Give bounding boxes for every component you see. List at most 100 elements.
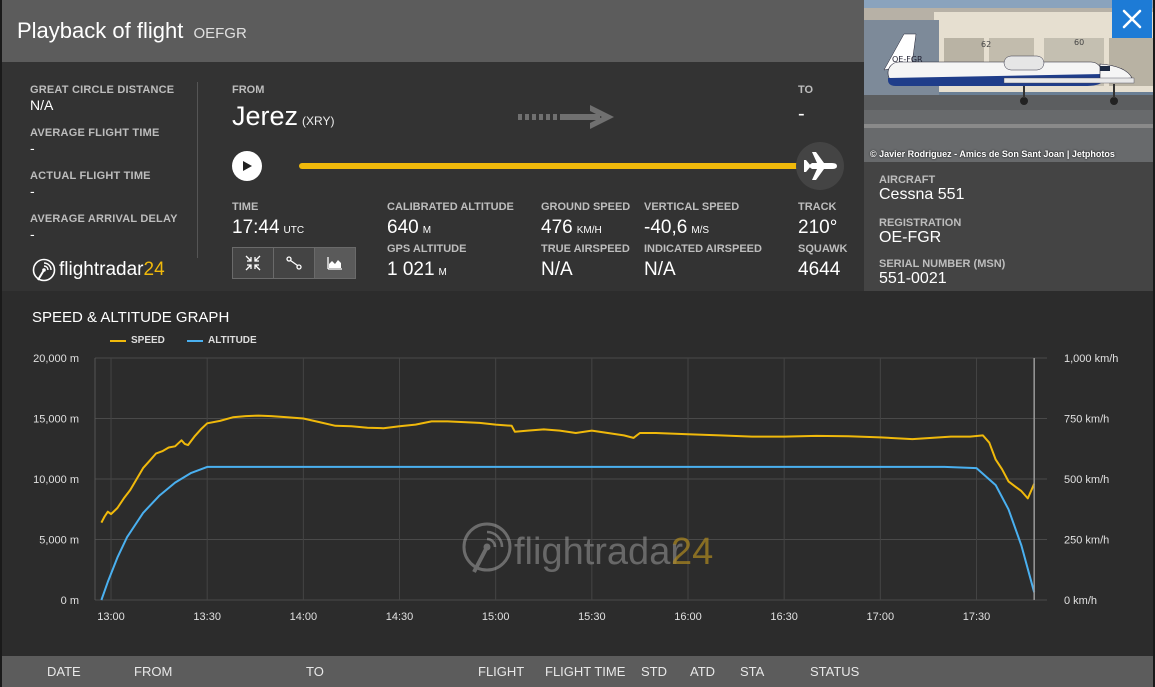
gps-alt-unit: M <box>438 267 447 278</box>
route-view-button[interactable] <box>274 248 315 278</box>
vs-number: -40,6 <box>644 217 688 238</box>
y-right-tick-label: 1,000 km/h <box>1064 353 1118 365</box>
col-std[interactable]: STD <box>641 664 667 679</box>
x-tick-label: 13:30 <box>193 611 221 623</box>
chart-axes: 0 m 0 km/h 5,000 m 250 km/h 10,000 m 500 km/h… <box>33 353 1118 623</box>
col-flight-time[interactable]: FLIGHT TIME <box>545 664 626 679</box>
indicated-airspeed-value: N/A <box>644 259 676 280</box>
playback-progress-bar[interactable] <box>299 163 819 169</box>
actual-flight-time: ACTUAL FLIGHT TIME - <box>30 170 151 199</box>
y-left-tick-label: 5,000 m <box>39 535 79 547</box>
stat-value: - <box>30 140 35 156</box>
x-tick-label: 15:30 <box>578 611 606 623</box>
follow-aircraft-button[interactable] <box>233 248 274 278</box>
flightradar24-logo[interactable]: flightradar 24 <box>32 258 165 282</box>
close-icon <box>1122 9 1142 29</box>
aircraft-info-panel <box>864 162 1153 291</box>
stat-label: AVERAGE ARRIVAL DELAY <box>30 213 178 225</box>
chart-watermark: flightradar 24 <box>462 522 713 573</box>
calibrated-altitude-value: 640 M <box>387 217 431 239</box>
chart-series <box>100 358 1036 601</box>
legend-speed[interactable]: SPEED <box>110 335 165 346</box>
x-tick-label: 13:00 <box>97 611 125 623</box>
time-number: 17:44 <box>232 217 280 238</box>
playback-scrubber[interactable] <box>796 142 844 190</box>
to-label: TO <box>798 84 814 96</box>
photo-credit[interactable]: © Javier Rodriguez - Amics de Son Sant J… <box>870 149 1115 159</box>
x-tick-label: 14:30 <box>386 611 414 623</box>
svg-text:62: 62 <box>981 40 991 49</box>
page-title: Playback of flight OEFGR <box>17 18 247 44</box>
cal-alt-unit: M <box>422 225 432 236</box>
y-left-tick-label: 10,000 m <box>33 474 79 486</box>
legend-altitude[interactable]: ALTITUDE <box>187 335 257 346</box>
airplane-icon <box>804 152 837 180</box>
col-from[interactable]: FROM <box>134 664 173 679</box>
msn-value: 551-0021 <box>879 270 947 287</box>
gs-unit: KM/H <box>576 225 602 236</box>
gs-number: 476 <box>541 217 573 238</box>
msn-label: SERIAL NUMBER (MSN) <box>879 258 1006 270</box>
destination-value: - <box>798 103 805 125</box>
x-tick-label: 17:00 <box>867 611 895 623</box>
vs-unit: M/S <box>691 225 710 236</box>
flight-history-table-header <box>2 656 1153 687</box>
legend-speed-label: SPEED <box>131 335 165 346</box>
x-tick-label: 14:00 <box>290 611 318 623</box>
stat-value: - <box>30 183 35 199</box>
time-value: 17:44 UTC <box>232 217 304 239</box>
header-bar: Playback of flight OEFGR <box>2 0 864 62</box>
area-chart-icon <box>327 257 342 270</box>
stat-label: ACTUAL FLIGHT TIME <box>30 170 151 182</box>
x-tick-label: 16:30 <box>770 611 798 623</box>
col-sta[interactable]: STA <box>740 664 765 679</box>
aircraft-photo[interactable]: 62 60 OE-FGR © Javier Rodriguez - Amics … <box>864 0 1153 162</box>
track-value: 210° <box>798 217 838 238</box>
col-status[interactable]: STATUS <box>810 664 860 679</box>
average-flight-time: AVERAGE FLIGHT TIME - <box>30 127 159 156</box>
close-button[interactable] <box>1112 0 1152 38</box>
time-label: TIME <box>232 201 259 213</box>
cal-alt-number: 640 <box>387 217 419 238</box>
ground-speed-label: GROUND SPEED <box>541 201 631 213</box>
col-to[interactable]: TO <box>306 664 324 679</box>
track-label: TRACK <box>798 201 837 213</box>
chart-grid <box>94 357 1047 601</box>
vertical-speed-label: VERTICAL SPEED <box>644 201 740 213</box>
time-unit: UTC <box>283 225 305 236</box>
altitude-swatch <box>187 339 203 342</box>
x-tick-label: 15:00 <box>482 611 510 623</box>
stat-label: GREAT CIRCLE DISTANCE <box>30 84 175 96</box>
great-circle-distance: GREAT CIRCLE DISTANCE N/A <box>30 84 174 113</box>
title-text: Playback of flight <box>17 18 184 43</box>
from-label: FROM <box>232 84 265 96</box>
y-left-tick-label: 0 m <box>61 595 79 607</box>
indicated-airspeed-label: INDICATED AIRSPEED <box>644 243 762 255</box>
graph-panel <box>2 291 1153 656</box>
legend-altitude-label: ALTITUDE <box>208 335 257 346</box>
squawk-value: 4644 <box>798 259 841 280</box>
svg-text:60: 60 <box>1074 38 1084 47</box>
col-atd[interactable]: ATD <box>690 664 716 679</box>
stat-value: N/A <box>30 97 54 113</box>
watermark-suffix: 24 <box>671 531 713 573</box>
origin-airport[interactable]: Jerez (XRY) <box>232 101 334 132</box>
true-airspeed-value: N/A <box>541 259 573 280</box>
logo-text: flightradar <box>59 259 144 280</box>
y-right-tick-label: 750 km/h <box>1064 414 1109 426</box>
ground-speed-value: 476 KM/H <box>541 217 602 239</box>
x-tick-label: 17:30 <box>963 611 991 623</box>
graph-view-button[interactable] <box>315 248 355 278</box>
view-toolbar <box>232 247 356 279</box>
stat-label: AVERAGE FLIGHT TIME <box>30 127 160 139</box>
true-airspeed-label: TRUE AIRSPEED <box>541 243 630 255</box>
calibrated-altitude-label: CALIBRATED ALTITUDE <box>387 201 514 213</box>
play-button[interactable] <box>232 151 262 181</box>
flight-callsign: OEFGR <box>193 25 247 42</box>
y-right-tick-label: 500 km/h <box>1064 474 1109 486</box>
col-flight[interactable]: FLIGHT <box>478 664 525 679</box>
origin-code: (XRY) <box>302 114 335 128</box>
average-arrival-delay: AVERAGE ARRIVAL DELAY - <box>30 213 178 242</box>
col-date[interactable]: DATE <box>47 664 81 679</box>
